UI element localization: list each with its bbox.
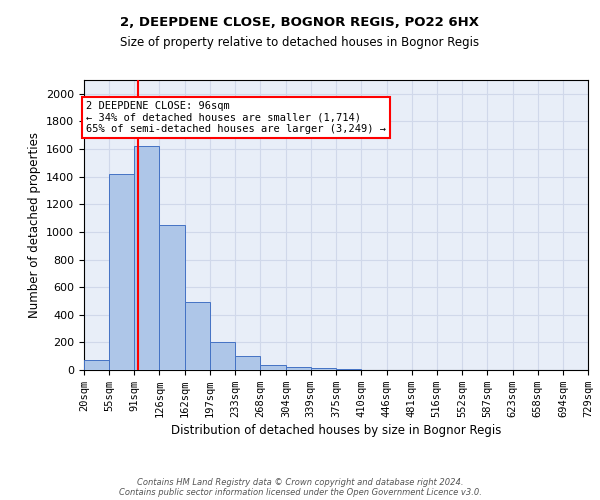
Text: Size of property relative to detached houses in Bognor Regis: Size of property relative to detached ho…: [121, 36, 479, 49]
Bar: [109, 174, 134, 370]
Text: 2 DEEPDENE CLOSE: 96sqm
← 34% of detached houses are smaller (1,714)
65% of semi: 2 DEEPDENE CLOSE: 96sqm ← 34% of detache…: [86, 100, 386, 134]
Bar: [235, 356, 260, 370]
Bar: [210, 342, 235, 370]
Bar: [84, 360, 109, 370]
X-axis label: Distribution of detached houses by size in Bognor Regis: Distribution of detached houses by size …: [171, 424, 501, 437]
Bar: [260, 365, 286, 370]
Bar: [311, 368, 337, 370]
Bar: [185, 302, 210, 370]
Y-axis label: Number of detached properties: Number of detached properties: [28, 132, 41, 318]
Text: Contains HM Land Registry data © Crown copyright and database right 2024.
Contai: Contains HM Land Registry data © Crown c…: [119, 478, 481, 497]
Bar: [134, 146, 160, 370]
Bar: [160, 225, 185, 370]
Text: 2, DEEPDENE CLOSE, BOGNOR REGIS, PO22 6HX: 2, DEEPDENE CLOSE, BOGNOR REGIS, PO22 6H…: [121, 16, 479, 29]
Bar: [286, 366, 311, 370]
